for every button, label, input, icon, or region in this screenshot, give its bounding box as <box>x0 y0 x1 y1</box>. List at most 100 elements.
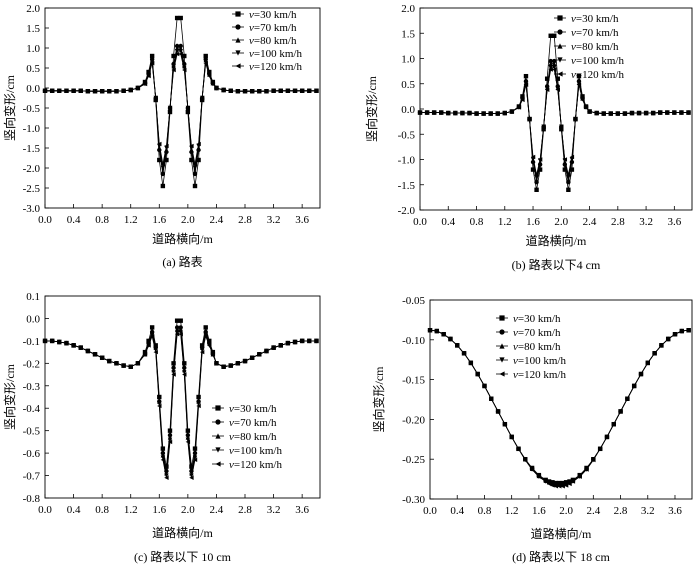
x-axis-label: 道路横向/m <box>526 233 587 248</box>
y-tick-label: -0.2 <box>23 358 40 370</box>
y-tick-label: -2.0 <box>398 205 416 217</box>
data-point <box>199 95 205 101</box>
chart-a: 0.0 0.4 0.8 1.2 1.6 2.0 2.4 2.8 3.2 3.6 2.0 1.5 1.0 0… <box>2 3 321 269</box>
legend-variable: v <box>229 459 234 471</box>
data-point <box>495 409 501 414</box>
legend-variable: v <box>229 431 234 443</box>
legend-label: v=100 km/h <box>571 55 624 67</box>
x-tick-label: 0.0 <box>423 505 437 517</box>
chart-caption: (d) 路表以下 18 cm <box>512 549 610 564</box>
data-point <box>199 349 205 355</box>
y-tick-label: -0.05 <box>402 295 425 307</box>
x-tick-label: 2.0 <box>181 504 195 516</box>
data-point <box>475 371 480 377</box>
legend-variable: v <box>513 369 518 381</box>
data-point <box>560 484 565 489</box>
legend-label: v=120 km/h <box>249 61 302 73</box>
data-point <box>182 67 187 73</box>
data-point <box>178 15 183 21</box>
data-point <box>544 76 550 81</box>
series-line <box>420 60 689 183</box>
data-point <box>199 343 205 348</box>
data-point <box>107 358 112 364</box>
data-point <box>555 76 560 81</box>
data-point <box>489 396 494 401</box>
y-tick-label: -1.5 <box>398 180 416 192</box>
y-tick-label: -0.10 <box>402 335 425 347</box>
data-point <box>153 349 158 355</box>
data-point <box>203 334 208 339</box>
data-point <box>434 328 440 334</box>
data-point <box>618 409 623 414</box>
legend-label: v=30 km/h <box>571 13 619 25</box>
data-point <box>292 88 298 93</box>
legend-speed: =100 km/h <box>576 55 625 67</box>
legend-speed: =30 km/h <box>234 403 277 415</box>
data-point <box>643 110 649 116</box>
data-point <box>57 88 62 93</box>
data-point <box>537 167 543 172</box>
data-point <box>548 33 553 38</box>
legend-label: v=120 km/h <box>571 69 624 81</box>
x-tick-label: 1.2 <box>124 214 138 226</box>
legend-marker <box>557 71 563 77</box>
legend-marker <box>499 343 505 349</box>
legend-label: v=80 km/h <box>249 35 297 47</box>
legend-variable: v <box>249 48 254 60</box>
legend-label: v=70 km/h <box>249 22 297 34</box>
data-point <box>192 161 198 167</box>
data-point <box>636 110 642 116</box>
y-axis-label: 竖向变形/cm <box>2 74 17 141</box>
y-tick-label: 0.0 <box>26 83 40 95</box>
legend-marker <box>499 371 505 377</box>
legend-speed: =30 km/h <box>254 9 297 21</box>
y-axis-label: 竖向变形/cm <box>364 75 379 142</box>
data-point <box>71 343 76 348</box>
legend-item: v=70 km/h <box>554 27 619 39</box>
data-point <box>523 457 528 463</box>
data-point <box>174 15 180 21</box>
data-point <box>534 187 539 192</box>
y-tick-label: 1.0 <box>401 54 415 66</box>
y-tick-label: -3.0 <box>23 203 41 215</box>
series-4 <box>42 331 319 480</box>
data-point <box>516 446 521 452</box>
data-point <box>157 141 162 147</box>
data-point <box>210 81 216 87</box>
legend-label: v=70 km/h <box>229 417 277 429</box>
legend-marker <box>499 315 505 321</box>
data-point <box>196 157 201 163</box>
legend-marker <box>215 405 221 411</box>
data-point <box>178 329 183 335</box>
data-point <box>631 383 637 389</box>
data-point <box>529 467 535 472</box>
data-point <box>417 110 423 115</box>
data-point <box>49 338 55 344</box>
data-point <box>548 65 553 70</box>
data-point <box>149 61 155 66</box>
data-point <box>455 343 460 348</box>
data-point <box>171 53 176 59</box>
data-point <box>192 183 198 189</box>
legend-marker <box>235 63 241 69</box>
chart-caption: (c) 路表以下 10 cm <box>134 549 232 564</box>
data-point <box>64 88 69 93</box>
data-point <box>307 338 312 344</box>
x-tick-label: 1.6 <box>532 505 546 517</box>
x-tick-label: 1.2 <box>505 505 519 517</box>
y-axis-label: 竖向变形/cm <box>2 363 17 430</box>
legend-speed: =100 km/h <box>518 355 567 367</box>
legend-item: v=120 km/h <box>212 459 282 471</box>
data-point <box>527 116 532 122</box>
data-point <box>278 88 283 93</box>
plot-frame <box>44 295 321 499</box>
data-point <box>314 338 319 344</box>
data-point <box>203 53 208 59</box>
data-point <box>185 105 191 111</box>
data-point <box>537 157 543 162</box>
y-tick-label: 0.5 <box>401 79 415 91</box>
data-point <box>42 88 48 93</box>
series-line <box>429 329 689 486</box>
y-tick-label: -0.5 <box>23 426 41 438</box>
